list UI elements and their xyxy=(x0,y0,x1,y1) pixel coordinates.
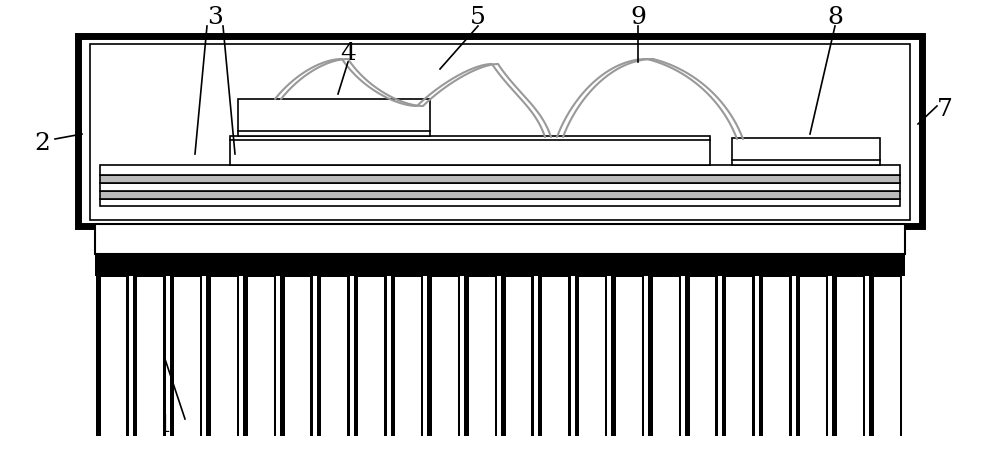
Bar xyxy=(137,277,163,436)
Bar xyxy=(100,277,126,436)
Bar xyxy=(100,183,900,191)
Bar xyxy=(653,277,679,436)
Bar xyxy=(538,276,571,436)
Bar xyxy=(395,277,421,436)
Bar xyxy=(464,276,497,436)
Bar xyxy=(796,276,828,436)
Bar xyxy=(579,277,605,436)
Bar xyxy=(575,276,607,436)
Bar xyxy=(238,99,430,136)
Bar xyxy=(837,277,863,436)
Bar xyxy=(616,277,642,436)
Bar xyxy=(542,277,568,436)
Bar xyxy=(280,276,313,436)
Bar xyxy=(685,276,718,436)
Bar xyxy=(648,276,681,436)
Bar xyxy=(469,277,494,436)
Bar xyxy=(611,276,644,436)
Bar xyxy=(317,276,350,436)
Bar xyxy=(869,276,902,436)
Bar xyxy=(95,224,905,254)
Bar xyxy=(501,276,534,436)
Bar xyxy=(354,276,387,436)
Bar xyxy=(243,276,276,436)
Bar xyxy=(285,277,310,436)
Text: 2: 2 xyxy=(34,133,50,156)
Text: 8: 8 xyxy=(827,5,843,29)
Bar xyxy=(690,277,715,436)
Bar xyxy=(100,175,900,183)
Text: 9: 9 xyxy=(630,5,646,29)
Bar xyxy=(170,276,202,436)
Bar xyxy=(726,277,752,436)
Bar xyxy=(206,276,239,436)
Text: 7: 7 xyxy=(937,98,953,120)
Text: 3: 3 xyxy=(207,5,223,29)
Bar xyxy=(874,277,900,436)
Bar xyxy=(248,277,274,436)
Text: 5: 5 xyxy=(470,5,486,29)
Bar xyxy=(427,276,460,436)
Bar xyxy=(759,276,792,436)
Bar xyxy=(321,277,347,436)
Text: 4: 4 xyxy=(340,43,356,65)
Text: 1: 1 xyxy=(157,415,173,438)
Bar xyxy=(100,199,900,206)
Bar xyxy=(78,36,922,226)
Bar xyxy=(391,276,423,436)
Bar xyxy=(100,165,900,175)
Bar xyxy=(90,44,910,220)
Bar xyxy=(722,276,755,436)
Bar xyxy=(763,277,789,436)
Bar xyxy=(432,277,458,436)
Bar xyxy=(174,277,200,436)
Bar xyxy=(832,276,865,436)
Bar xyxy=(800,277,826,436)
Bar xyxy=(211,277,237,436)
Bar xyxy=(506,277,531,436)
Bar xyxy=(100,191,900,199)
Bar xyxy=(133,276,166,436)
Bar xyxy=(358,277,384,436)
Bar xyxy=(230,136,710,165)
Bar xyxy=(732,138,880,165)
Bar xyxy=(96,276,129,436)
Bar xyxy=(95,254,905,276)
